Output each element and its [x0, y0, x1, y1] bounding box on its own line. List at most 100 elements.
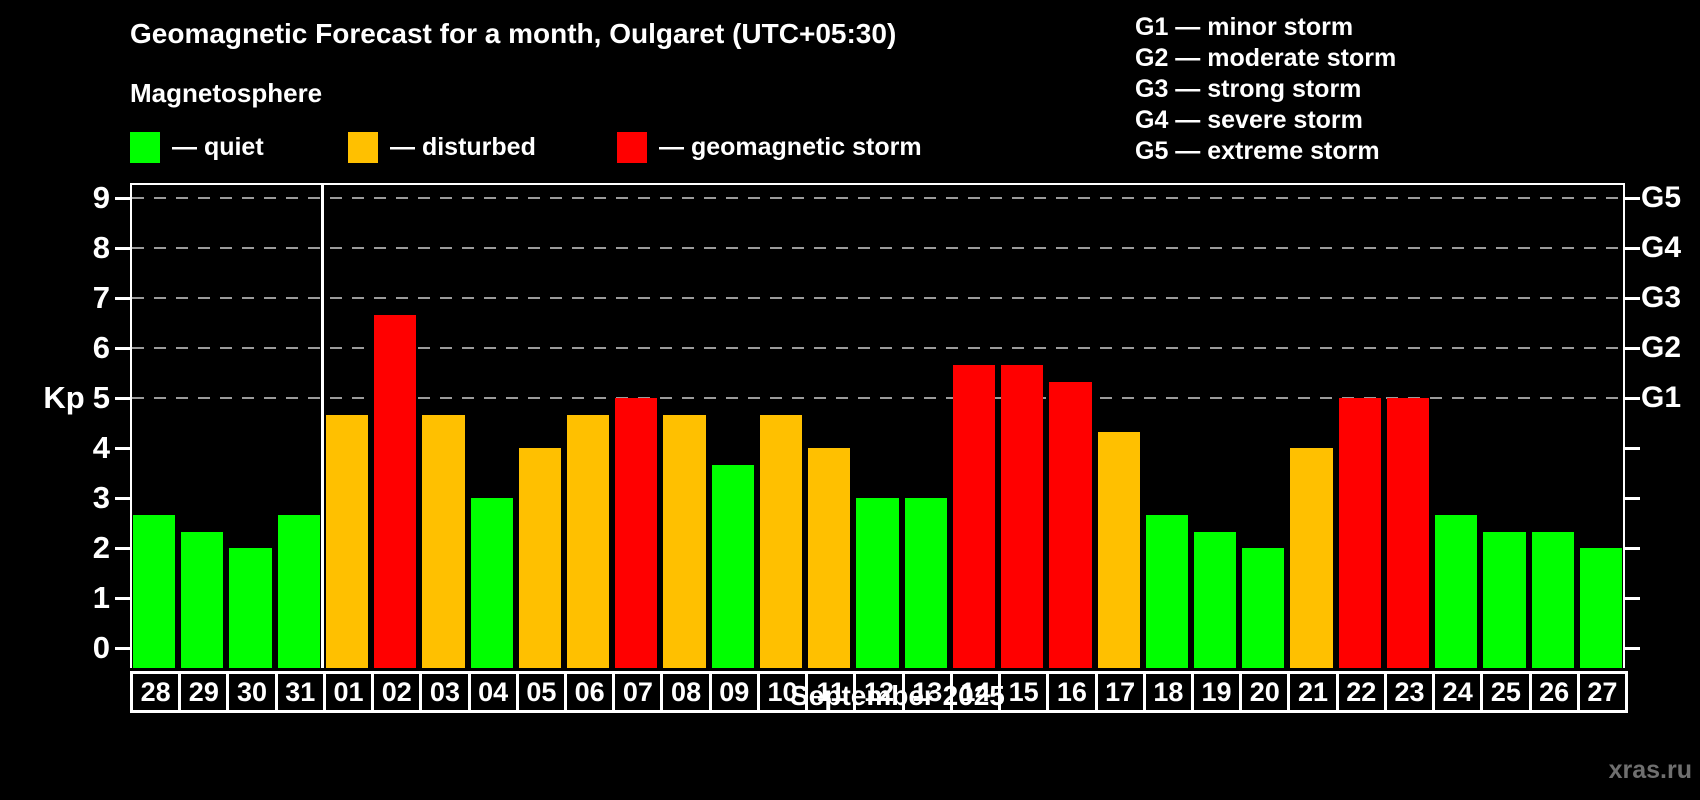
- kp-bar-day-20: [1242, 548, 1285, 668]
- kp-bar-day-28: [133, 514, 176, 668]
- day-label-12: 12: [853, 671, 905, 713]
- y-tick-label: 7: [92, 280, 110, 315]
- g-scale-legend: G1 — minor storm G2 — moderate storm G3 — …: [1135, 12, 1396, 167]
- day-label-30: 30: [226, 671, 278, 713]
- kp-bar-day-31: [277, 514, 320, 668]
- kp-bar-day-09: [711, 464, 754, 668]
- y-axis-tick: [115, 296, 130, 300]
- day-label-19: 19: [1190, 671, 1243, 713]
- kp-bar-day-06: [567, 414, 610, 668]
- day-label-22: 22: [1335, 671, 1387, 713]
- kp-bar-day-23: [1386, 398, 1430, 668]
- kp-bar-day-30: [229, 548, 272, 668]
- y-axis-tick: [115, 646, 130, 650]
- quiet-legend-swatch: [130, 132, 160, 163]
- gridline-kp-5: [132, 397, 1623, 399]
- day-label-27: 27: [1576, 671, 1628, 713]
- y-axis-tick: [115, 196, 130, 200]
- kp-bar-day-17: [1097, 431, 1140, 668]
- y-axis-tick: [115, 496, 130, 500]
- right-axis-label-g1: G1: [1641, 381, 1682, 414]
- day-label-29: 29: [178, 671, 230, 713]
- kp-bar-day-24: [1435, 514, 1478, 668]
- kp-bar-day-15: [1001, 364, 1044, 668]
- right-axis-tick: [1625, 446, 1640, 450]
- kp-bar-day-08: [663, 414, 706, 668]
- kp-bar-day-10: [759, 414, 803, 668]
- plot-frame: [130, 183, 1625, 668]
- kp-bar-day-11: [808, 448, 851, 668]
- day-label-26: 26: [1528, 671, 1580, 713]
- y-tick-label: 5: [92, 380, 110, 415]
- g-legend-line: G5 — extreme storm: [1135, 137, 1380, 165]
- kp-bar-day-26: [1531, 531, 1574, 668]
- kp-bar-day-03: [422, 414, 465, 668]
- day-label-03: 03: [419, 671, 471, 713]
- day-label-05: 05: [515, 671, 568, 713]
- right-axis-tick: [1625, 246, 1640, 250]
- day-label-13: 13: [901, 671, 953, 713]
- day-label-14: 14: [949, 671, 1002, 713]
- right-axis-label-g5: G5: [1641, 181, 1682, 214]
- y-tick-label: 9: [92, 180, 110, 215]
- g-legend-line: G2 — moderate storm: [1135, 44, 1397, 72]
- y-tick-label: 4: [92, 430, 110, 465]
- chart-subtitle: Magnetosphere: [130, 78, 323, 108]
- g-legend-line: G3 — strong storm: [1135, 75, 1362, 103]
- gridline-kp-6: [132, 347, 1623, 349]
- kp-bar-day-05: [518, 448, 562, 668]
- kp-bar-day-18: [1145, 514, 1188, 668]
- day-label-20: 20: [1239, 671, 1291, 713]
- kp-bar-day-29: [181, 531, 224, 668]
- day-label-01: 01: [322, 671, 375, 713]
- day-label-28: 28: [130, 671, 182, 713]
- kp-bar-day-22: [1338, 398, 1381, 668]
- quiet-legend-label: — quiet: [172, 133, 264, 161]
- storm-legend-swatch: [617, 132, 647, 163]
- x-axis-month-label: September 2025: [790, 680, 1005, 711]
- right-axis-tick: [1625, 496, 1640, 500]
- y-axis-tick: [115, 396, 130, 400]
- right-axis-tick: [1625, 396, 1640, 400]
- right-axis-label-g2: G2: [1641, 331, 1682, 364]
- kp-bar-day-02: [374, 314, 417, 668]
- right-axis-label-g4: G4: [1641, 231, 1682, 264]
- gridline-kp-8: [132, 247, 1623, 249]
- kp-bar-day-07: [615, 398, 658, 668]
- month-separator-line: [321, 183, 325, 668]
- y-tick-label: 3: [92, 480, 110, 515]
- y-axis-tick: [115, 546, 130, 550]
- y-tick-label: 1: [92, 580, 110, 615]
- kp-bar-day-01: [325, 414, 369, 668]
- right-axis-tick: [1625, 646, 1640, 650]
- day-label-10: 10: [756, 671, 809, 713]
- day-label-23: 23: [1383, 671, 1436, 713]
- g-legend-line: G4 — severe storm: [1135, 106, 1363, 134]
- y-axis-label: Kp: [43, 380, 85, 415]
- right-axis-tick: [1625, 596, 1640, 600]
- day-label-07: 07: [612, 671, 664, 713]
- y-tick-label: 8: [92, 230, 110, 265]
- kp-bar-day-25: [1483, 531, 1526, 668]
- disturbed-legend-swatch: [348, 132, 378, 163]
- gridline-kp-9: [132, 197, 1623, 199]
- day-label-31: 31: [274, 671, 326, 713]
- right-axis-label-g3: G3: [1641, 281, 1682, 314]
- right-axis-tick: [1625, 346, 1640, 350]
- day-label-08: 08: [660, 671, 712, 713]
- kp-bar-day-21: [1290, 448, 1333, 668]
- g-legend-line: G1 — minor storm: [1135, 13, 1354, 41]
- y-tick-label: 6: [92, 330, 110, 365]
- day-label-04: 04: [467, 671, 519, 713]
- right-axis-tick: [1625, 196, 1640, 200]
- gridline-kp-7: [132, 297, 1623, 299]
- right-axis-tick: [1625, 546, 1640, 550]
- y-tick-label: 2: [92, 530, 110, 565]
- y-axis-tick: [115, 446, 130, 450]
- watermark: xras.ru: [1608, 756, 1692, 784]
- y-axis-tick: [115, 246, 130, 250]
- y-tick-label: 0: [92, 630, 110, 665]
- kp-bar-day-12: [856, 498, 899, 668]
- day-label-21: 21: [1287, 671, 1339, 713]
